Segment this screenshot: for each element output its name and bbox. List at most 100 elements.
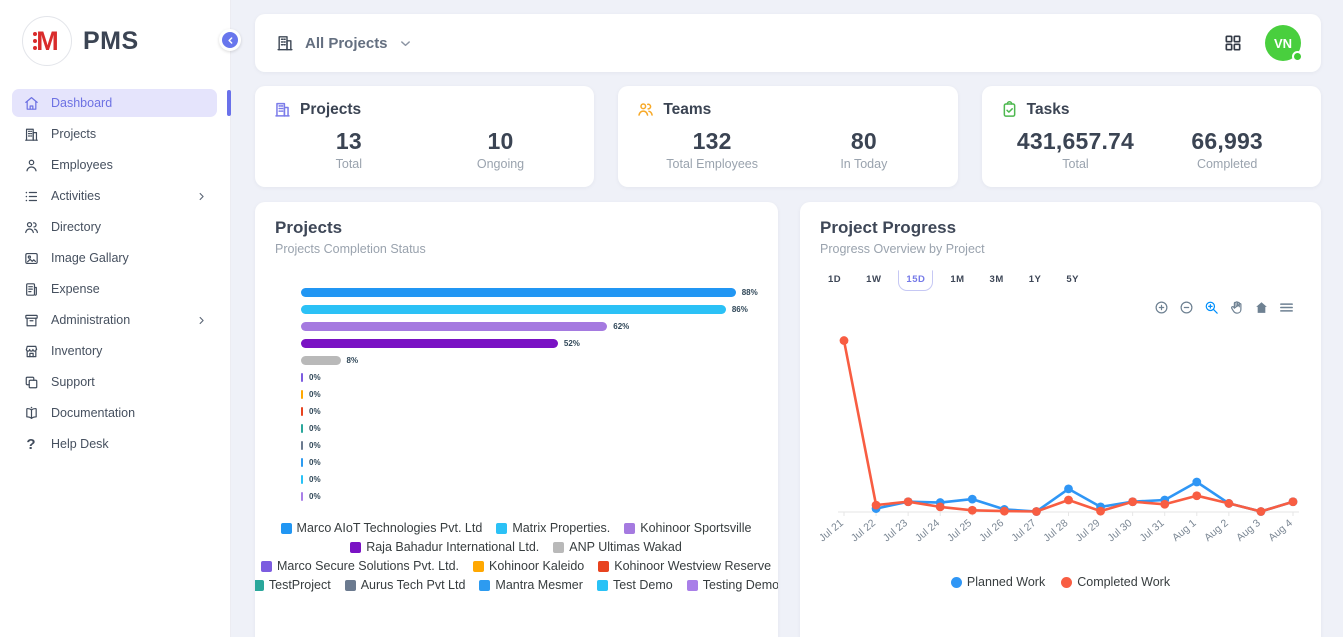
data-point[interactable] — [1160, 499, 1170, 509]
data-point[interactable] — [967, 505, 977, 515]
legend-label: Kohinoor Kaleido — [489, 559, 585, 573]
data-point[interactable] — [1128, 497, 1138, 507]
stats-row: Projects 13 Total 10 Ongoing Teams 132 Total Em… — [255, 86, 1321, 187]
legend-item[interactable]: Completed Work — [1061, 575, 1170, 589]
range-button-5y[interactable]: 5Y — [1066, 274, 1079, 285]
sidebar-collapse-button[interactable] — [219, 29, 241, 51]
bar-7[interactable] — [301, 407, 303, 416]
sidebar-item-activities[interactable]: Activities — [12, 182, 217, 210]
bar-9[interactable] — [301, 441, 303, 450]
legend-item[interactable]: Testing Demo — [686, 578, 778, 592]
data-point[interactable] — [1096, 506, 1105, 516]
x-axis-label: Jul 25 — [945, 517, 974, 544]
data-point[interactable] — [1192, 491, 1202, 501]
legend-item[interactable]: Raja Bahadur International Ltd. — [350, 540, 539, 554]
bar-11[interactable] — [301, 475, 303, 484]
legend-label: Aurus Tech Pvt Ltd — [360, 578, 466, 592]
metric: 66,993 Completed — [1151, 128, 1303, 171]
charts-row: Projects Projects Completion Status 88% 8… — [255, 202, 1321, 637]
bar-0[interactable] — [301, 288, 736, 297]
bar-3[interactable] — [301, 339, 558, 348]
sidebar-item-help-desk[interactable]: ? Help Desk — [12, 430, 217, 458]
bar-2[interactable] — [301, 322, 608, 331]
sidebar-item-support[interactable]: Support — [12, 368, 217, 396]
range-button-1y[interactable]: 1Y — [1028, 274, 1042, 285]
legend-swatch — [686, 579, 698, 591]
legend-item[interactable]: Matrix Properties. — [496, 521, 610, 535]
data-point[interactable] — [1256, 507, 1266, 516]
bar-5[interactable] — [301, 373, 303, 382]
range-button-1w[interactable]: 1W — [866, 274, 882, 285]
selection-zoom-icon[interactable] — [1203, 299, 1220, 316]
project-filter-dropdown[interactable]: All Projects — [275, 33, 413, 53]
data-point[interactable] — [903, 497, 913, 507]
data-point[interactable] — [1192, 477, 1202, 487]
avatar[interactable]: VN — [1265, 25, 1303, 62]
zoom-out-icon[interactable] — [1178, 299, 1195, 316]
sidebar-item-employees[interactable]: Employees — [12, 151, 217, 179]
store-icon — [22, 342, 40, 360]
archive-icon — [22, 311, 40, 329]
data-point[interactable] — [935, 502, 945, 512]
bar-1[interactable] — [301, 305, 726, 314]
data-point[interactable] — [999, 506, 1009, 516]
x-axis-label: Jul 28 — [1041, 517, 1070, 544]
range-button-15d[interactable]: 15D — [898, 270, 934, 291]
legend-item[interactable]: Kohinoor Sportsville — [624, 521, 751, 535]
bar-row: 52% — [301, 339, 778, 348]
sidebar-item-label: Dashboard — [51, 96, 113, 110]
legend-item[interactable]: Marco Secure Solutions Pvt. Ltd. — [260, 559, 459, 573]
range-button-1m[interactable]: 1M — [950, 274, 965, 285]
sidebar-item-documentation[interactable]: Documentation — [12, 399, 217, 427]
legend-item[interactable]: Marco AIoT Technologies Pvt. Ltd — [280, 521, 482, 535]
legend-dot — [950, 576, 962, 588]
metric: 13 Total — [273, 128, 425, 171]
bar-10[interactable] — [301, 458, 303, 467]
bar-6[interactable] — [301, 390, 303, 399]
line-chart-svg[interactable]: Jul 21 Jul 22 Jul 23 Jul 24 Jul 25 Jul 26 Jul … — [817, 316, 1301, 568]
zoom-in-icon[interactable] — [1153, 299, 1170, 316]
bar-row: 0% — [301, 373, 778, 382]
sidebar-item-directory[interactable]: Directory — [12, 213, 217, 241]
legend-label: Planned Work — [966, 575, 1046, 589]
menu-icon[interactable] — [1278, 299, 1295, 316]
data-point[interactable] — [1224, 499, 1234, 508]
legend-row: Marco AIoT Technologies Pvt. Ltd Matrix P… — [275, 521, 757, 535]
x-axis-label: Aug 4 — [1266, 517, 1295, 544]
home-icon[interactable] — [1253, 299, 1270, 316]
legend-swatch — [479, 579, 491, 591]
legend-item[interactable]: Kohinoor Kaleido — [473, 559, 584, 573]
legend-item[interactable]: Aurus Tech Pvt Ltd — [344, 578, 466, 592]
bar-12[interactable] — [301, 492, 303, 501]
x-axis-label: Jul 26 — [977, 517, 1006, 544]
bar-8[interactable] — [301, 424, 303, 433]
sidebar-item-image-gallary[interactable]: Image Gallary — [12, 244, 217, 272]
data-point[interactable] — [967, 494, 977, 504]
sidebar-item-administration[interactable]: Administration — [12, 306, 217, 334]
legend-item[interactable]: ANP Ultimas Wakad — [553, 540, 682, 554]
legend-item[interactable]: Planned Work — [950, 575, 1046, 589]
bar-value-label: 0% — [309, 475, 321, 484]
apps-grid-icon[interactable] — [1223, 33, 1243, 53]
data-point[interactable] — [1032, 507, 1041, 516]
legend-item[interactable]: Kohinoor Westview Reserve — [598, 559, 771, 573]
range-button-3m[interactable]: 3M — [989, 274, 1004, 285]
pan-icon[interactable] — [1228, 299, 1245, 316]
data-point[interactable] — [1064, 484, 1073, 494]
data-point[interactable] — [839, 336, 849, 345]
range-button-1d[interactable]: 1D — [828, 274, 842, 285]
list-icon — [22, 187, 40, 205]
data-point[interactable] — [1064, 495, 1073, 505]
data-point[interactable] — [1288, 497, 1298, 507]
sidebar-item-expense[interactable]: Expense — [12, 275, 217, 303]
data-point[interactable] — [871, 500, 881, 510]
bar-row: 0% — [301, 407, 778, 416]
sidebar-item-dashboard[interactable]: Dashboard — [12, 89, 231, 117]
bar-4[interactable] — [301, 356, 341, 365]
bar-row: 88% — [301, 288, 778, 297]
legend-item[interactable]: Mantra Mesmer — [479, 578, 583, 592]
legend-item[interactable]: TestProject — [255, 578, 331, 592]
sidebar-item-inventory[interactable]: Inventory — [12, 337, 217, 365]
legend-item[interactable]: Test Demo — [596, 578, 673, 592]
sidebar-item-projects[interactable]: Projects — [12, 120, 217, 148]
